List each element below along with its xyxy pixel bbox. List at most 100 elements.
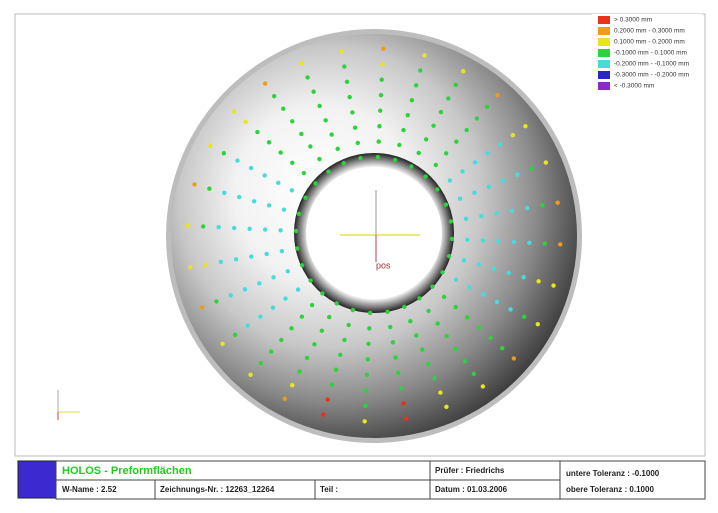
measurement-point (401, 127, 406, 133)
part: Teil : (320, 485, 338, 494)
measurement-point (423, 174, 428, 179)
measurement-point (242, 287, 248, 292)
measurement-point (491, 266, 497, 271)
measurement-point (471, 371, 477, 377)
measurement-point (334, 301, 339, 306)
measurement-point (448, 219, 454, 224)
measurement-point (388, 324, 393, 330)
measurement-point (218, 259, 224, 265)
axis-triad (57, 390, 80, 420)
measurement-point (220, 341, 225, 347)
measurement-point (214, 299, 219, 304)
measurement-point (380, 62, 385, 67)
measurement-point (363, 403, 368, 408)
measurement-point (431, 123, 436, 128)
measurement-point (430, 284, 435, 289)
measurement-point (486, 184, 491, 189)
measurement-point (417, 296, 422, 301)
date: Datum : 01.03.2006 (435, 485, 508, 494)
measurement-point (440, 270, 445, 275)
measurement-point (453, 82, 459, 88)
measurement-point (364, 388, 369, 393)
measurement-point (289, 188, 295, 193)
measurement-point (558, 242, 563, 247)
measurement-point (444, 333, 449, 339)
measurement-point (447, 178, 453, 183)
measurement-point (472, 190, 477, 195)
legend-label: > 0.3000 mm (614, 17, 652, 24)
measurement-point (309, 302, 315, 308)
drawing-no: Zeichnungs-Nr. : 12263_12264 (160, 485, 275, 494)
measurement-point (266, 203, 272, 208)
measurement-point (453, 304, 458, 310)
measurement-point (402, 304, 407, 310)
measurement-point (245, 323, 250, 328)
measurement-point (511, 356, 517, 361)
measurement-point (480, 384, 486, 389)
measurement-point (381, 46, 386, 51)
measurement-point (185, 223, 190, 228)
measurement-point (248, 165, 254, 171)
legend-label: -0.1000 mm - 0.1000 mm (614, 50, 687, 57)
measurement-point (208, 143, 213, 148)
measurement-point (355, 140, 360, 146)
measurement-point (319, 328, 325, 333)
measurement-point (444, 404, 449, 410)
measurement-point (481, 292, 486, 297)
measurement-point (350, 110, 355, 115)
footer: HOLOS - Preformflächen W-Name : 2.52 Zei… (17, 460, 706, 500)
measurement-point (264, 251, 269, 257)
measurement-point (409, 164, 414, 169)
measurement-point (480, 238, 486, 243)
measurement-point (290, 119, 295, 124)
measurement-point (453, 346, 458, 351)
measurement-point (446, 96, 451, 101)
measurement-point (413, 83, 419, 88)
measurement-point (393, 355, 398, 360)
legend-label: -0.2000 mm - -0.1000 mm (614, 61, 689, 68)
measurement-point (350, 307, 356, 313)
measurement-point (385, 309, 390, 315)
measurement-point (510, 132, 516, 138)
measurement-point (358, 155, 363, 161)
measurement-point (270, 305, 276, 310)
legend-label: 0.2000 mm - 0.3000 mm (614, 28, 685, 35)
measurement-point (515, 172, 520, 177)
measurement-point (279, 337, 284, 343)
measurement-point (271, 93, 277, 99)
measurement-point (201, 224, 206, 229)
part-hole (306, 167, 442, 299)
measurement-point (426, 308, 431, 314)
measurement-point (199, 305, 205, 310)
measurement-point (278, 228, 283, 233)
measurement-point (299, 60, 304, 66)
measurement-point (416, 150, 421, 156)
measurement-point (423, 137, 429, 142)
measurement-point (305, 75, 310, 80)
measurement-point (311, 89, 316, 94)
measurement-point (408, 318, 413, 324)
measurement-point (438, 390, 443, 395)
measurement-point (404, 416, 409, 421)
measurement-point (282, 396, 287, 401)
measurement-point (457, 196, 463, 201)
measurement-point (262, 81, 268, 86)
legend-swatch (598, 16, 610, 24)
measurement-point (390, 340, 396, 345)
measurement-point (342, 64, 347, 69)
measurement-point (268, 349, 274, 354)
legend-label: -0.3000 mm - -0.2000 mm (614, 72, 689, 79)
measurement-point (346, 322, 351, 328)
measurement-point (289, 326, 294, 331)
measurement-point (435, 321, 440, 326)
measurement-point (508, 307, 513, 312)
measurement-point (397, 142, 402, 148)
measurement-point (377, 123, 382, 129)
measurement-point (420, 347, 425, 352)
measurement-point (278, 150, 283, 155)
axis-label: pos (376, 260, 391, 270)
measurement-point (365, 357, 370, 362)
measurement-point (527, 240, 532, 245)
measurement-point (524, 205, 530, 211)
